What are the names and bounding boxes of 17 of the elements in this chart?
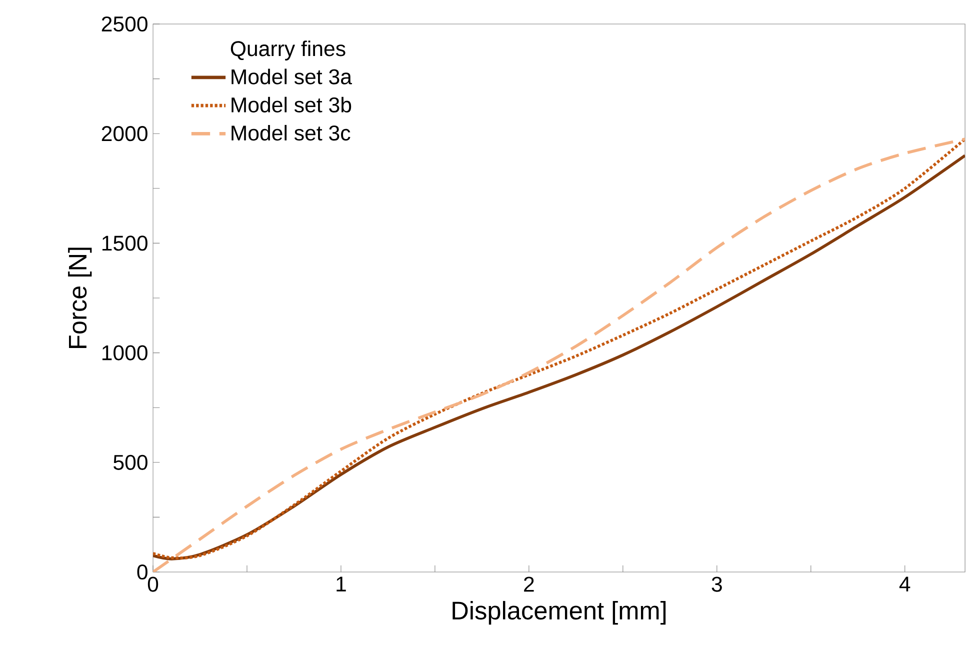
x-tick-label: 2 (524, 576, 534, 592)
y-axis-title: Force [N] (68, 248, 92, 348)
y-tick-label: 0 (137, 564, 148, 580)
x-tick-label: 1 (336, 576, 346, 592)
y-tick-label: 2000 (102, 126, 148, 142)
y-tick-label: 2500 (102, 16, 148, 32)
y-tick-label: 1500 (102, 236, 148, 251)
legend-title: Quarry fines (230, 40, 346, 60)
y-tick-label: 500 (114, 454, 148, 470)
x-tick-label: 3 (712, 576, 722, 592)
legend-label: Model set 3a (232, 68, 352, 84)
x-axis-title: Displacement [mm] (452, 600, 666, 625)
legend-label: Model set 3c (232, 124, 350, 141)
x-tick-label: 4 (899, 576, 910, 592)
x-tick-label: 0 (148, 576, 158, 592)
legend-label: Model set 3b (232, 96, 352, 112)
y-tick-label: 1000 (102, 345, 148, 360)
